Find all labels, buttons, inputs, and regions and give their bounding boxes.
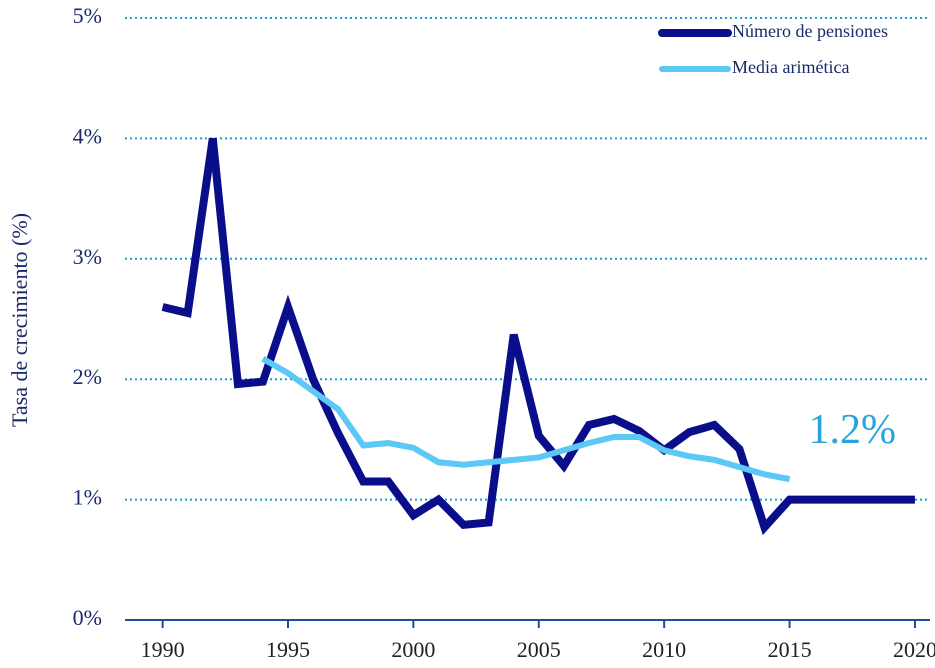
legend-label: Media arimética: [732, 57, 849, 77]
x-tick-label: 2000: [391, 637, 435, 662]
y-tick-label: 3%: [73, 244, 102, 269]
x-tick-label: 2005: [517, 637, 561, 662]
y-axis-label: Tasa de crecimiento (%): [7, 213, 32, 427]
x-tick-label: 2020: [893, 637, 935, 662]
y-tick-label: 5%: [73, 3, 102, 28]
y-tick-label: 2%: [73, 364, 102, 389]
x-tick-label: 2015: [768, 637, 812, 662]
annotation: 1.2%: [809, 407, 897, 453]
x-tick-label: 1995: [266, 637, 310, 662]
legend-label: Número de pensiones: [732, 21, 888, 41]
series-line: [161, 137, 915, 536]
y-tick-label: 4%: [73, 123, 102, 148]
y-tick-label: 1%: [73, 485, 102, 510]
x-tick-label: 1990: [141, 637, 185, 662]
y-tick-label: 0%: [73, 605, 102, 630]
x-tick-label: 2010: [642, 637, 686, 662]
series-line: [261, 356, 791, 483]
